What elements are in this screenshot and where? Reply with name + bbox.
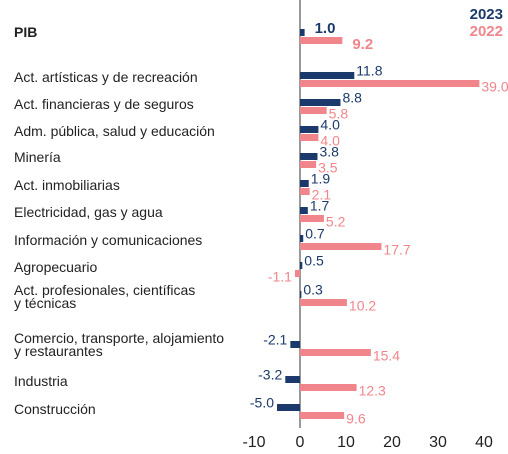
value-label: 0.7 [305,226,325,242]
category-label: Act. profesionales, científicas y técnic… [14,282,196,311]
category-label: Agropecuario [14,258,98,275]
bar [300,349,371,356]
bar [300,134,319,141]
value-label: -1.1 [268,269,292,285]
value-label: 10.2 [349,298,376,314]
x-tick-label: 10 [337,434,355,451]
x-tick-label: 20 [383,434,401,451]
bar [300,180,309,187]
bar [300,235,304,242]
value-label: 4.0 [320,133,340,149]
category-label: Industria [14,372,68,389]
value-label: 9.2 [352,36,373,53]
bar [300,107,327,114]
value-label: -3.2 [258,367,282,383]
category-label: Act. financieras y de seguros [14,95,194,112]
value-label: 8.8 [342,90,362,106]
value-label: 9.6 [346,411,366,427]
value-label: 0.3 [303,282,323,298]
bar [300,99,341,106]
bar [285,376,300,383]
value-label: 0.5 [304,253,324,269]
bar [300,153,318,160]
value-label: 1.9 [311,171,331,187]
value-label: 39.0 [481,79,508,95]
legend-entry: 2023 [470,6,503,23]
bar [294,270,300,277]
x-tick-label: -10 [242,434,265,451]
bar [300,72,355,79]
value-label: -2.1 [263,332,287,348]
category-label: Minería [14,148,61,165]
category-label: PIB [14,23,38,40]
value-label: 1.0 [315,20,336,37]
value-label: 3.5 [318,160,338,176]
legend-entry: 2022 [470,23,503,40]
value-label: 5.8 [329,106,349,122]
value-label: 1.7 [310,198,330,214]
x-tick-label: 40 [475,434,493,451]
bar [300,291,302,298]
value-label: 5.2 [326,214,346,230]
bar [277,404,300,411]
bar [300,262,303,269]
x-tick-label: 0 [296,434,305,451]
bar [300,161,317,168]
category-label: Act. artísticas y de recreación [14,68,198,85]
bar [300,299,347,306]
category-label: Act. inmobiliarias [14,176,120,193]
value-label: 3.8 [319,144,339,160]
bar [300,29,305,36]
value-label: 15.4 [373,348,400,364]
category-label: Adm. pública, salud y educación [14,122,215,139]
bar [300,207,308,214]
bar [300,243,382,250]
category-label: Información y comunicaciones [14,231,203,248]
x-tick-label: 30 [429,434,447,451]
value-label: 11.8 [356,63,382,79]
category-label: Electricidad, gas y agua [14,203,163,220]
value-label: 4.0 [320,117,340,133]
bar [300,126,319,133]
value-label: -5.0 [250,395,274,411]
bar [300,37,343,44]
category-label: Construcción [14,400,96,417]
value-label: 2.1 [312,187,332,203]
bar [300,384,357,391]
value-label: 17.7 [383,242,410,258]
bar [300,188,310,195]
bar [300,80,480,87]
bar [300,412,345,419]
category-label: Comercio, transporte, alojamiento y rest… [14,330,225,359]
value-label: 12.3 [359,383,386,399]
bar [290,341,300,348]
bar [300,215,324,222]
